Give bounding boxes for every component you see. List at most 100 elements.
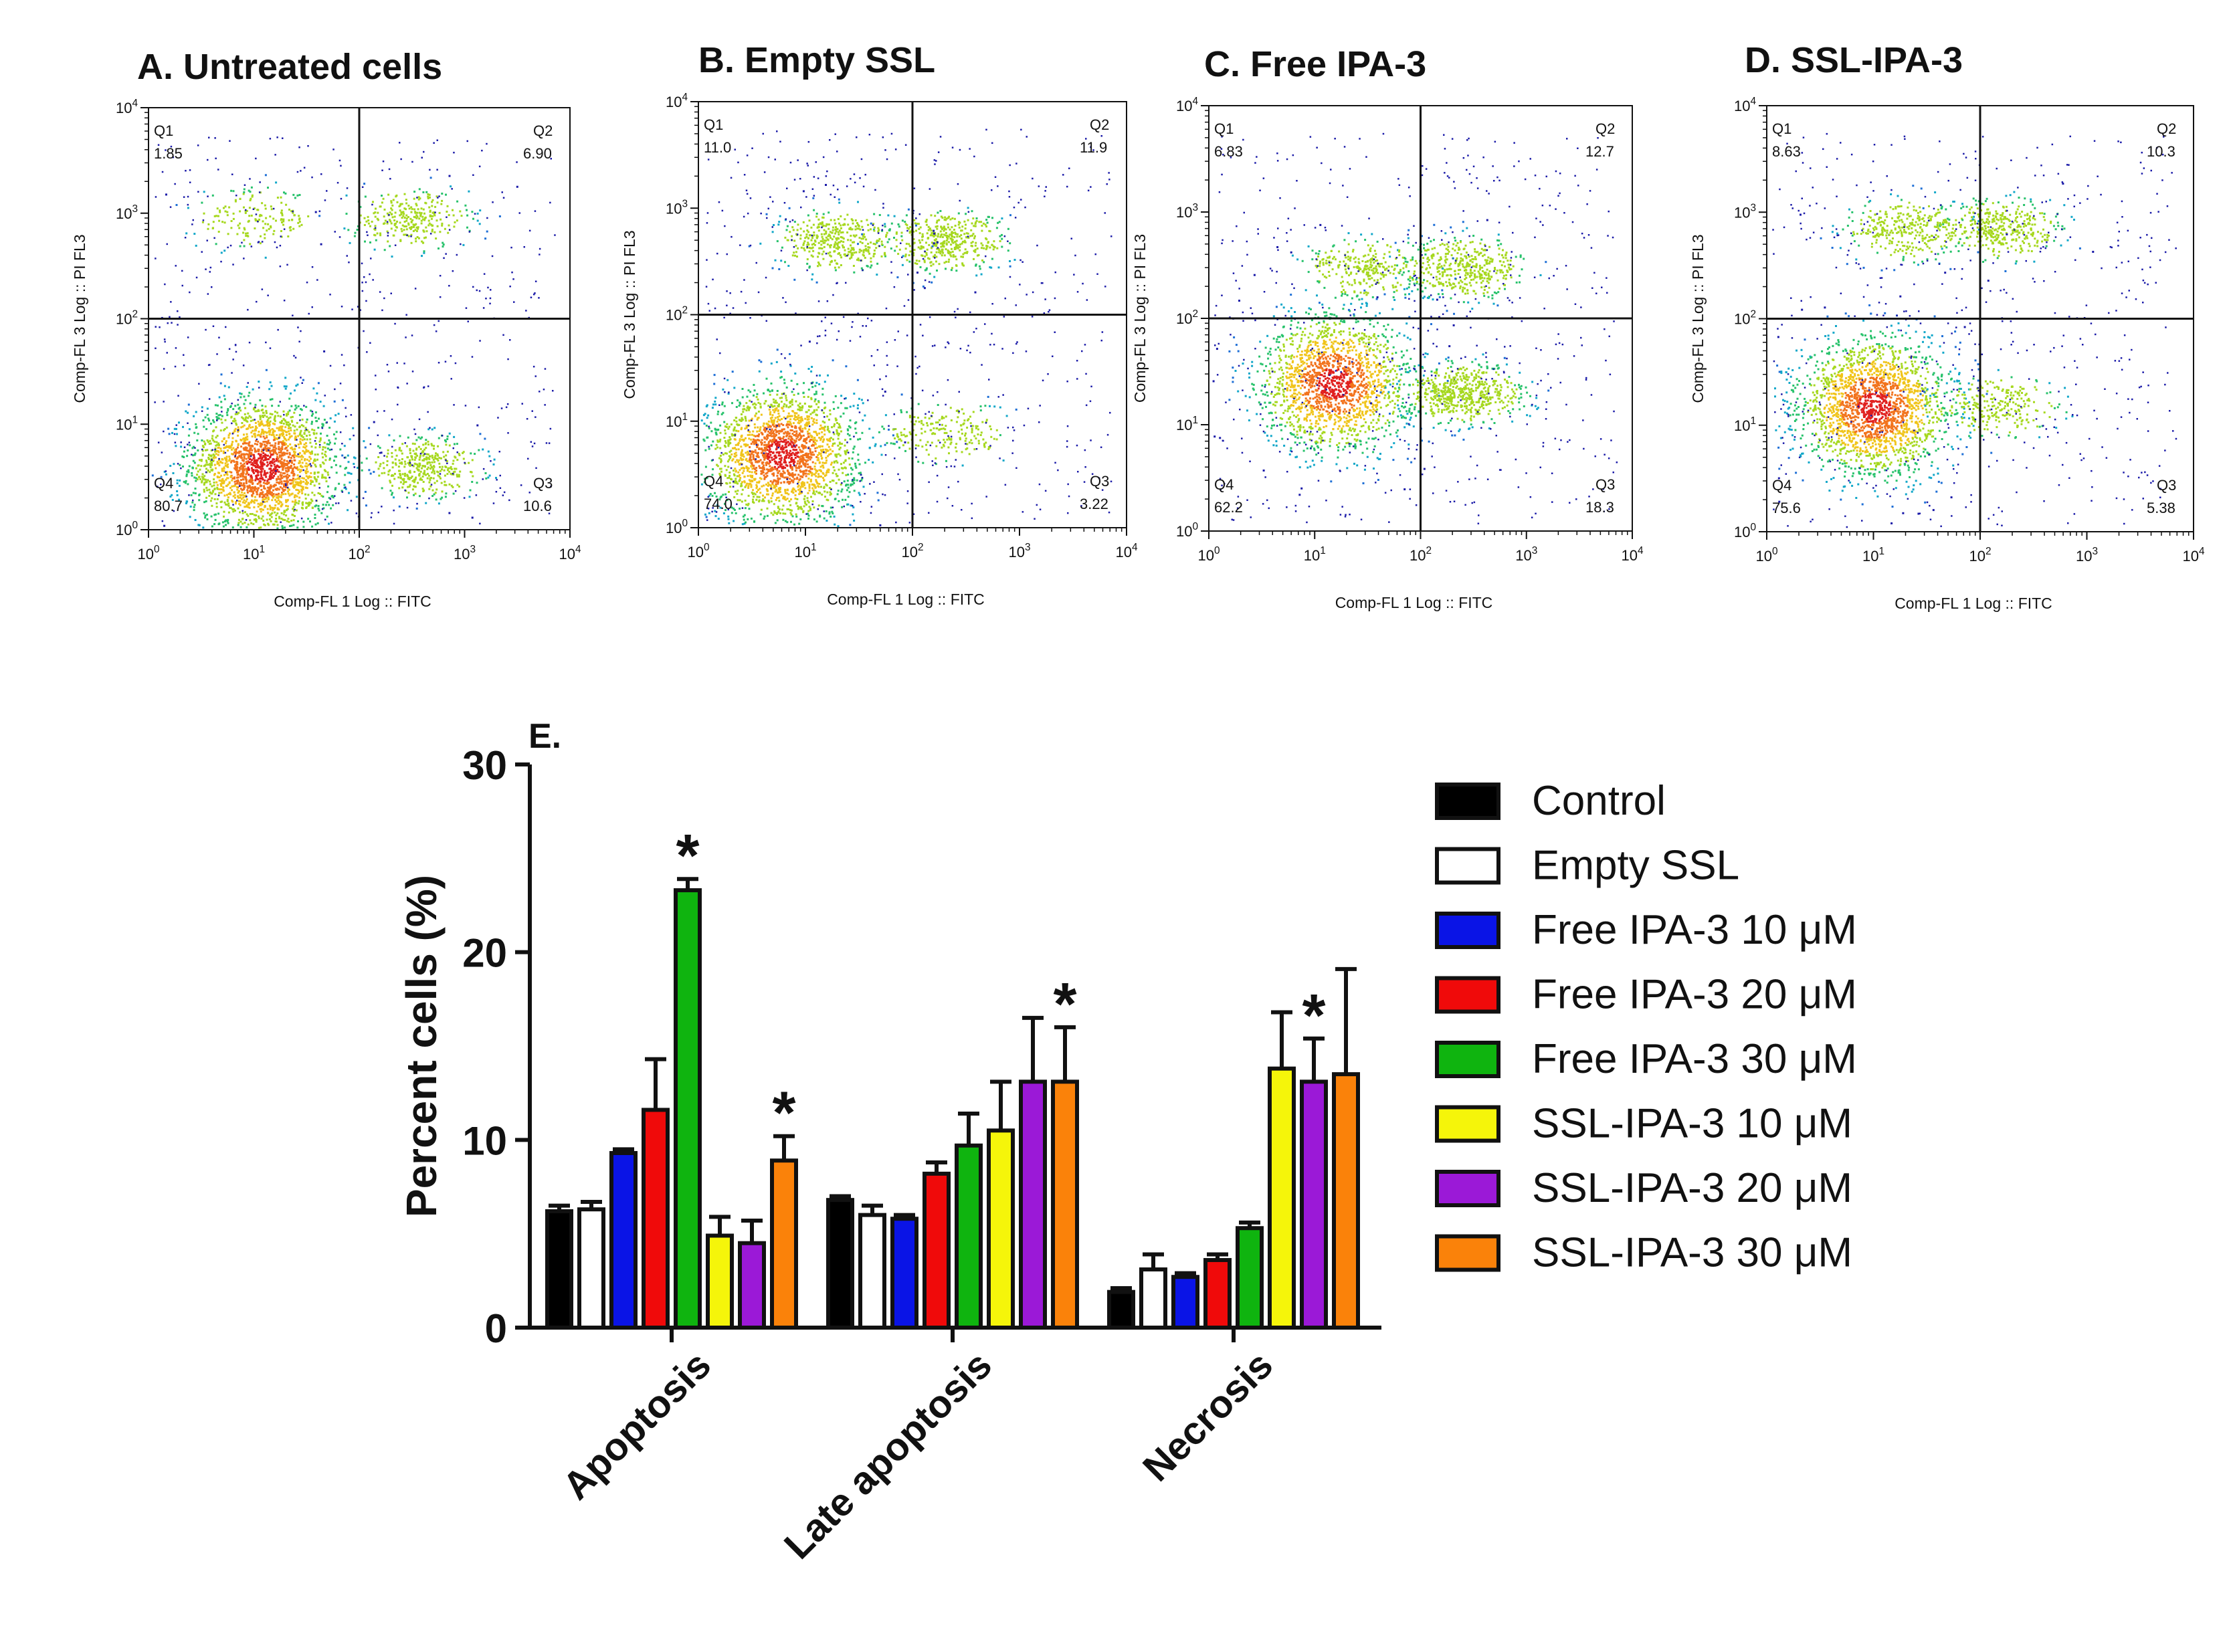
scatter-point [231,422,233,425]
scatter-point [196,478,199,481]
scatter-point [269,455,272,458]
scatter-point [281,434,284,437]
scatter-point [755,470,758,472]
scatter-point [299,476,301,478]
scatter-point [361,290,364,292]
scatter-point [745,503,748,506]
scatter-point [826,491,829,494]
scatter-point [269,461,272,463]
scatter-point [387,235,389,237]
scatter-point [792,422,795,425]
scatter-point [778,500,781,502]
scatter-point [756,496,759,498]
scatter-point [195,467,197,470]
scatter-point [789,443,792,446]
scatter-point [443,455,446,458]
scatter-point [428,497,430,500]
scatter-point [499,487,502,489]
scatter-point [773,458,775,460]
scatter-point [264,470,266,472]
scatter-point [264,479,266,482]
scatter-point [353,466,356,468]
scatter-point [785,449,788,452]
scatter-point [234,455,236,457]
scatter-point [294,435,297,438]
scatter-point [520,484,522,486]
scatter-point [269,514,272,516]
scatter-point [745,427,748,429]
scatter-point [286,474,289,476]
scatter-point [282,410,285,413]
scatter-point [417,227,419,230]
scatter-point [269,399,272,401]
scatter-point [399,142,401,144]
scatter-point [417,436,420,439]
scatter-point [445,253,447,255]
scatter-point [734,468,737,470]
scatter-point [535,375,537,377]
scatter-point [276,465,278,468]
scatter-point [413,494,415,496]
scatter-point [202,419,205,421]
scatter-point [282,490,285,492]
scatter-point [275,447,278,450]
scatter-point [765,377,768,380]
scatter-point [198,383,200,385]
scatter-point [209,266,212,269]
scatter-point [281,425,284,428]
scatter-point [281,419,283,422]
scatter-point [735,512,737,514]
scatter-point [375,239,377,241]
scatter-point [302,469,304,472]
scatter-point [314,523,317,526]
scatter-point [213,484,215,487]
scatter-point [182,425,184,428]
scatter-point [841,443,843,445]
scatter-point [785,451,788,453]
scatter-point [738,459,741,461]
scatter-point [732,447,734,449]
scatter-point [305,486,308,489]
scatter-point [191,474,193,477]
scatter-point [723,437,726,439]
scatter-point [431,230,433,233]
scatter-point [271,444,274,447]
scatter-point [845,474,848,476]
scatter-point [246,470,248,472]
scatter-point [310,409,312,412]
scatter-point [388,214,390,216]
scatter-point [260,420,263,423]
scatter-point [300,377,302,379]
scatter-point [265,341,267,344]
scatter-point [703,439,706,442]
scatter-point [230,415,233,418]
scatter-point [306,470,309,473]
scatter-point [245,447,248,450]
scatter-point [322,446,324,448]
scatter-point [705,424,708,427]
scatter-point [419,456,421,459]
scatter-point [310,502,312,504]
scatter-point [808,415,810,418]
scatter-point [243,257,245,260]
scatter-point [295,407,298,409]
scatter-point [355,496,358,498]
scatter-point [273,461,276,463]
scatter-point [738,475,740,478]
scatter-point [779,419,781,421]
scatter-point [266,447,268,450]
scatter-point [775,483,777,486]
scatter-point [235,466,237,468]
scatter-point [285,463,288,466]
scatter-point [405,336,407,338]
scatter-point [815,520,818,523]
scatter-point [260,214,263,217]
scatter-point [390,200,393,203]
scatter-point [280,422,283,424]
scatter-point [297,405,300,407]
scatter-point [334,455,336,458]
scatter-point [250,480,253,482]
scatter-point [833,433,836,435]
scatter-point [269,138,272,140]
scatter-point [221,479,224,482]
